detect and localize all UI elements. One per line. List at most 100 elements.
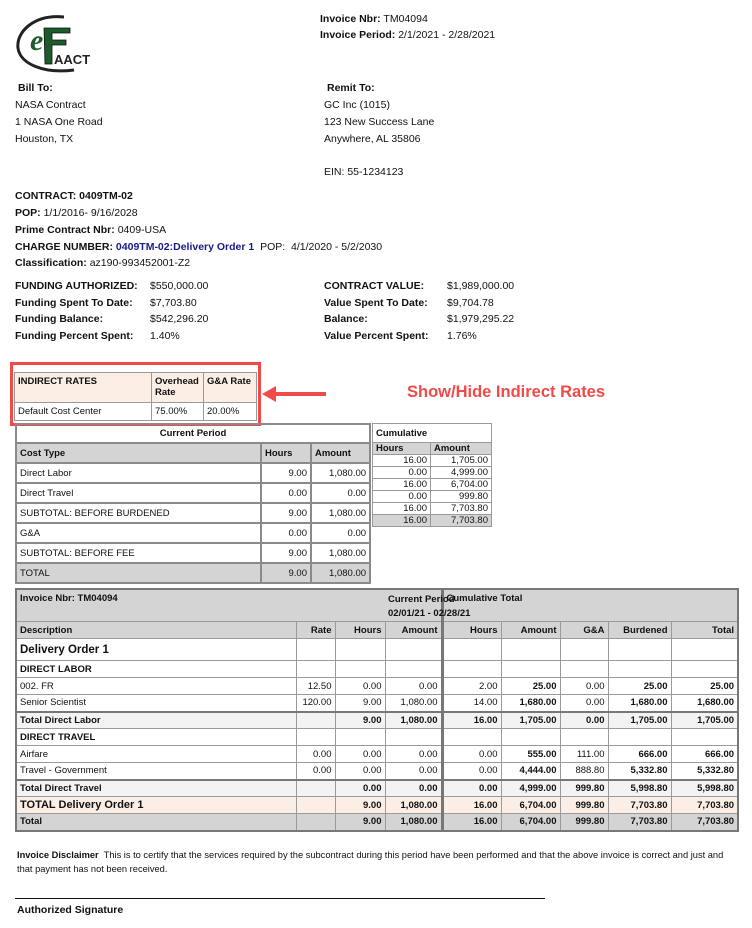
detail-cell: 14.00 bbox=[440, 694, 502, 712]
detail-cell: 1,080.00 bbox=[384, 813, 443, 831]
summary-cell: 1,080.00 bbox=[309, 542, 372, 564]
detail-cell: 0.00 bbox=[440, 745, 502, 763]
detail-cell: 0.00 bbox=[559, 677, 609, 695]
detail-cell: 111.00 bbox=[559, 745, 609, 763]
invoice-detail-table: Invoice Nbr: TM04094 Current Period 02/01/… bbox=[15, 588, 740, 832]
detail-cell: 1,705.00 bbox=[607, 710, 672, 729]
detail-cell: 999.80 bbox=[559, 813, 609, 831]
detail-cell bbox=[607, 638, 672, 661]
detail-cell: 888.80 bbox=[559, 762, 609, 780]
detail-cell bbox=[559, 660, 609, 678]
remit-to: Remit To: GC Inc (1015) 123 New Success … bbox=[324, 80, 434, 181]
summary-cell: 0.00 bbox=[260, 522, 312, 544]
detail-cell: Airfare bbox=[15, 745, 297, 763]
summary-row: 16.00 7,703.80 bbox=[372, 502, 492, 515]
detail-cell bbox=[559, 728, 609, 746]
detail-cell: TOTAL Delivery Order 1 bbox=[15, 796, 297, 814]
detail-cell bbox=[440, 728, 502, 746]
funding-value: $7,703.80 bbox=[150, 296, 197, 309]
detail-cell bbox=[295, 796, 336, 814]
summary-cell: 0.00 bbox=[372, 490, 431, 503]
funding-value: $542,296.20 bbox=[150, 313, 209, 326]
summary-cell: 16.00 bbox=[372, 454, 431, 467]
detail-cell: 1,680.00 bbox=[670, 694, 739, 712]
current-period-summary: Current Period Cost Type Hours Amount Direct… bbox=[14, 423, 372, 584]
detail-cell: 1,680.00 bbox=[500, 694, 561, 712]
detail-cell: 120.00 bbox=[295, 694, 336, 712]
detail-cell: 7,703.80 bbox=[670, 813, 739, 831]
detail-cell bbox=[440, 638, 502, 661]
detail-cell: 0.00 bbox=[295, 762, 336, 780]
column-header: Description bbox=[15, 621, 297, 639]
detail-cell: Total Direct Travel bbox=[15, 778, 297, 797]
summary-row: SUBTOTAL: BEFORE FEE 9.00 1,080.00 bbox=[15, 542, 372, 564]
detail-cell: 5,998.80 bbox=[670, 778, 739, 797]
funding-value: $550,000.00 bbox=[150, 280, 209, 292]
detail-cell: 0.00 bbox=[440, 778, 502, 797]
detail-cell: 0.00 bbox=[334, 778, 386, 797]
detail-row: Senior Scientist 120.00 9.00 1,080.00 14.00 1… bbox=[15, 694, 739, 712]
detail-cell: Travel - Government bbox=[15, 762, 297, 780]
summary-cell: G&A bbox=[15, 522, 262, 544]
summary-cell: 7,703.80 bbox=[430, 502, 492, 515]
detail-cell bbox=[559, 638, 609, 661]
detail-cell: DIRECT LABOR bbox=[15, 660, 297, 678]
detail-cell: 16.00 bbox=[440, 710, 502, 729]
funding-label: Balance: bbox=[324, 313, 368, 326]
summary-cell: 0.00 bbox=[309, 482, 372, 504]
column-header: Hours bbox=[372, 442, 431, 455]
detail-cell bbox=[440, 660, 502, 678]
summary-cell: 1,080.00 bbox=[309, 502, 372, 524]
detail-cell bbox=[500, 660, 561, 678]
summary-cell: 0.00 bbox=[309, 522, 372, 544]
detail-cell: 1,080.00 bbox=[384, 710, 443, 729]
detail-cell: 5,332.80 bbox=[607, 762, 672, 780]
detail-cell bbox=[295, 778, 336, 797]
invoice-period: Invoice Period: 2/1/2021 - 2/28/2021 bbox=[320, 29, 496, 41]
funding-value: 1.76% bbox=[447, 330, 477, 343]
summary-cell: 9.00 bbox=[260, 502, 312, 524]
funding-value: $9,704.78 bbox=[447, 296, 494, 309]
detail-cell: 5,998.80 bbox=[607, 778, 672, 797]
summary-cell: 4,999.00 bbox=[430, 466, 492, 479]
detail-cell: 4,999.00 bbox=[500, 778, 561, 797]
funding-value: 1.40% bbox=[150, 330, 180, 343]
detail-row: TOTAL Delivery Order 1 9.00 1,080.00 16.00 6… bbox=[15, 796, 739, 814]
detail-cell bbox=[295, 638, 336, 661]
detail-invoice-label: Invoice Nbr: TM04094 bbox=[15, 588, 385, 622]
detail-cell bbox=[384, 728, 443, 746]
summary-cell: Direct Labor bbox=[15, 462, 262, 484]
detail-cell: 1,080.00 bbox=[384, 694, 443, 712]
detail-cell bbox=[334, 728, 386, 746]
detail-cell bbox=[670, 638, 739, 661]
summary-cell: 6,704.00 bbox=[430, 478, 492, 491]
funding-label: FUNDING AUTHORIZED: bbox=[15, 280, 138, 292]
arrow-icon bbox=[262, 386, 326, 402]
detail-cell: Total Direct Labor bbox=[15, 710, 297, 729]
funding-value: $1,979,295.22 bbox=[447, 313, 515, 326]
detail-cell: 0.00 bbox=[440, 762, 502, 780]
summary-cell: SUBTOTAL: BEFORE BURDENED bbox=[15, 502, 262, 524]
logo: e AACT bbox=[14, 14, 104, 74]
detail-row: Airfare 0.00 0.00 0.00 0.00 555.00 111.00 666.0… bbox=[15, 745, 739, 763]
svg-text:e: e bbox=[30, 24, 43, 57]
detail-cell bbox=[295, 813, 336, 831]
detail-row: Delivery Order 1 bbox=[15, 638, 739, 661]
detail-cell: 1,680.00 bbox=[607, 694, 672, 712]
funding-label: Value Percent Spent: bbox=[324, 330, 429, 343]
summary-row: SUBTOTAL: BEFORE BURDENED 9.00 1,080.00 bbox=[15, 502, 372, 524]
detail-cell: 1,705.00 bbox=[500, 710, 561, 729]
detail-cell: 999.80 bbox=[559, 778, 609, 797]
summary-cell: 16.00 bbox=[372, 514, 431, 527]
summary-cell: 999.80 bbox=[430, 490, 492, 503]
summary-row: 0.00 4,999.00 bbox=[372, 466, 492, 479]
column-header: Burdened bbox=[607, 621, 672, 639]
show-hide-indirect-rates[interactable]: Show/Hide Indirect Rates bbox=[407, 383, 606, 401]
column-header: Total bbox=[670, 621, 739, 639]
summary-cell: 0.00 bbox=[260, 482, 312, 504]
detail-cell: 9.00 bbox=[334, 813, 386, 831]
summary-cell: 9.00 bbox=[260, 462, 312, 484]
funding-label: Funding Spent To Date: bbox=[15, 296, 133, 309]
summary-row: 16.00 6,704.00 bbox=[372, 478, 492, 491]
summary-cell: 1,080.00 bbox=[309, 462, 372, 484]
